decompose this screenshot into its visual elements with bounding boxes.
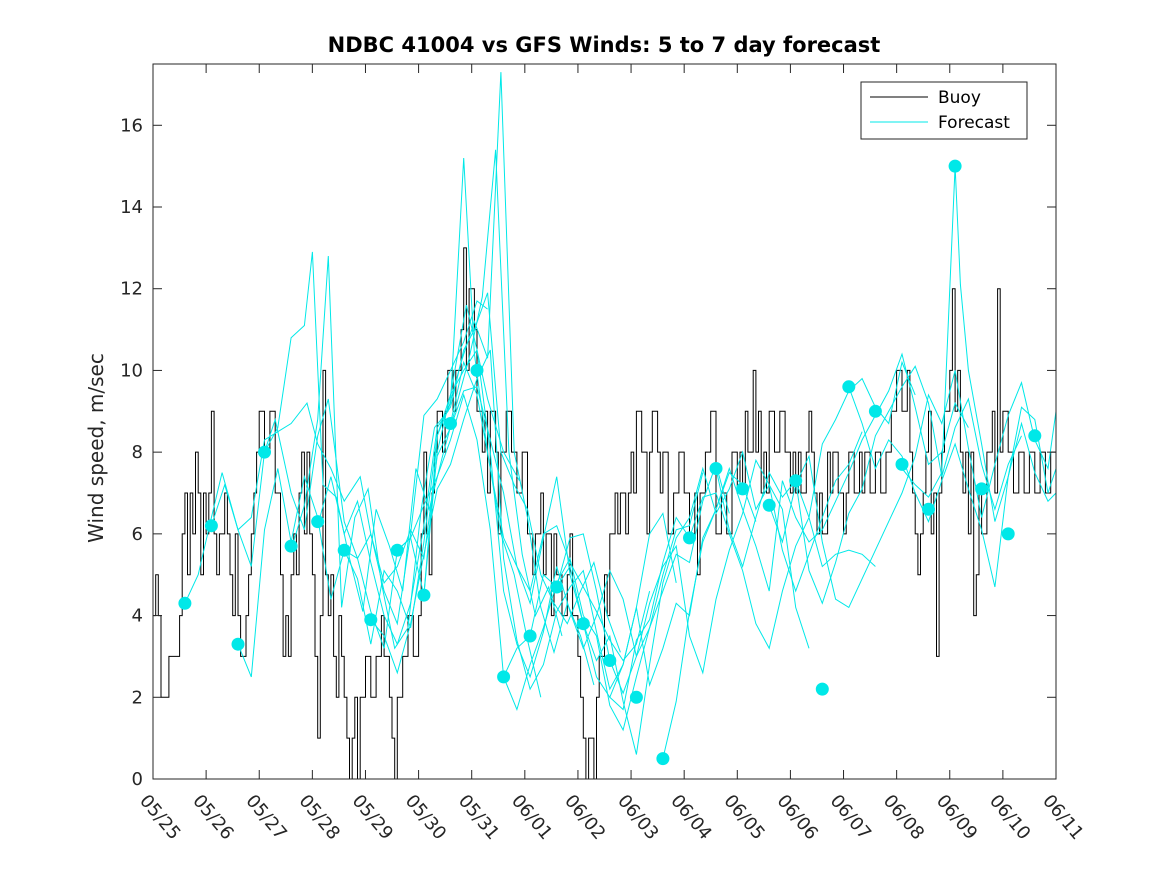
forecast-marker-2 bbox=[204, 519, 218, 533]
forecast-marker-30 bbox=[948, 159, 962, 173]
forecast-line-18 bbox=[795, 480, 876, 568]
forecast-marker-23 bbox=[762, 498, 776, 512]
forecast-marker-7 bbox=[337, 543, 351, 557]
forecast-line-7 bbox=[343, 386, 651, 662]
forecast-marker-4 bbox=[258, 445, 271, 459]
forecast-marker-18 bbox=[629, 690, 643, 704]
forecast-marker-9 bbox=[390, 543, 404, 557]
plot-area bbox=[152, 63, 1057, 780]
forecast-line-15 bbox=[662, 352, 969, 759]
y-tick-label: 6 bbox=[132, 524, 143, 545]
forecast-marker-24 bbox=[789, 474, 803, 488]
forecast-marker-11 bbox=[444, 417, 457, 430]
legend-buoy-label: Buoy bbox=[938, 88, 981, 108]
forecast-marker-14 bbox=[523, 629, 537, 643]
forecast-marker-1 bbox=[178, 596, 192, 610]
forecast-marker-20 bbox=[683, 531, 696, 545]
forecast-marker-19 bbox=[656, 752, 670, 766]
y-tick-label: 16 bbox=[120, 115, 143, 136]
forecast-line-13 bbox=[556, 431, 863, 755]
forecast-marker-25 bbox=[815, 682, 829, 696]
forecast-line-16 bbox=[715, 365, 1022, 605]
y-tick-label: 10 bbox=[120, 360, 143, 381]
legend-forecast-label: Forecast bbox=[938, 113, 1010, 133]
forecast-marker-21 bbox=[709, 462, 723, 475]
y-axis-ticks: 0 2 4 6 8 10 12 14 16 bbox=[120, 115, 1056, 790]
forecast-marker-17 bbox=[603, 654, 617, 667]
forecast-line-10 bbox=[423, 348, 730, 679]
forecast-line-11 bbox=[450, 360, 757, 699]
forecast-marker-28 bbox=[895, 457, 909, 471]
forecast-marker-32 bbox=[1001, 527, 1015, 541]
legend: Buoy Forecast bbox=[860, 81, 1028, 140]
y-tick-label: 2 bbox=[132, 687, 143, 708]
forecast-marker-15 bbox=[550, 580, 564, 594]
forecast-marker-3 bbox=[231, 637, 245, 651]
forecast-marker-27 bbox=[868, 404, 882, 418]
forecast-marker-8 bbox=[364, 613, 378, 627]
y-axis-label: Wind speed, m/sec bbox=[84, 353, 108, 543]
forecast-marker-12 bbox=[470, 363, 484, 377]
forecast-marker-29 bbox=[922, 502, 935, 516]
forecast-line-19 bbox=[848, 386, 1056, 588]
forecast-marker-10 bbox=[417, 588, 431, 602]
forecast-line-4 bbox=[264, 149, 563, 637]
forecast-line-9 bbox=[396, 393, 704, 732]
plot-content bbox=[153, 72, 1056, 779]
y-tick-label: 0 bbox=[132, 769, 143, 790]
axes-box bbox=[152, 63, 1057, 780]
legend-box bbox=[860, 81, 1028, 140]
forecast-marker-13 bbox=[497, 670, 511, 684]
buoy-line bbox=[153, 247, 1056, 779]
forecast-marker-22 bbox=[736, 482, 750, 496]
forecast-line-2 bbox=[210, 304, 520, 649]
y-tick-label: 14 bbox=[120, 197, 143, 218]
forecast-marker-33 bbox=[1028, 429, 1042, 443]
forecast-marker-16 bbox=[576, 617, 590, 631]
forecast-marker-5 bbox=[284, 539, 298, 553]
forecast-line-17 bbox=[768, 370, 1056, 609]
y-tick-label: 8 bbox=[132, 442, 143, 463]
forecast-marker-31 bbox=[975, 482, 989, 496]
y-tick-label: 12 bbox=[120, 279, 143, 300]
forecast-line-6 bbox=[317, 292, 621, 653]
forecast-marker-26 bbox=[842, 380, 856, 394]
y-tick-label: 4 bbox=[132, 606, 143, 627]
chart-title: NDBC 41004 vs GFS Winds: 5 to 7 day fore… bbox=[328, 33, 881, 57]
forecast-line-14 bbox=[609, 360, 916, 711]
forecast-marker-6 bbox=[311, 515, 325, 529]
forecast-line-20 bbox=[901, 166, 1056, 522]
